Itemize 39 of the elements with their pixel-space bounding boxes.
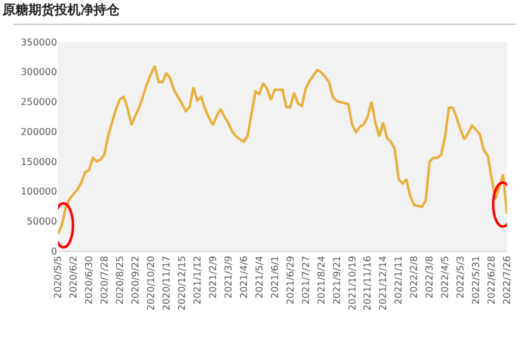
y-tick-label: 50000 — [26, 216, 57, 228]
y-tick-label: 300000 — [20, 67, 57, 78]
x-tick-label: 2020/11/17 — [161, 256, 172, 311]
x-tick-label: 2020/10/20 — [146, 256, 157, 311]
x-tick-label: 2021/2/9 — [208, 256, 219, 298]
x-tick-label: 2022/3/8 — [424, 256, 436, 298]
x-tick-label: 2022/7/26 — [502, 256, 514, 305]
chart-title: 原糖期货投机净持仓 — [2, 2, 121, 18]
x-tick-label: 2021/5/4 — [254, 256, 266, 298]
x-tick-label: 2021/6/1 — [270, 256, 281, 298]
x-tick-label: 2022/4/5 — [440, 256, 452, 298]
x-tick-label: 2020/12/15 — [176, 256, 188, 311]
x-tick-label: 2021/11/16 — [362, 256, 374, 311]
x-tick-label: 2022/6/28 — [486, 256, 498, 305]
y-tick-label: 250000 — [20, 97, 57, 108]
x-tick-label: 2022/1/11 — [394, 256, 405, 305]
x-tick-label: 2022/2/8 — [409, 256, 420, 298]
y-tick-label: 350000 — [20, 37, 57, 48]
x-tick-label: 2020/6/2 — [68, 256, 80, 298]
x-tick-label: 2021/8/24 — [316, 256, 328, 305]
y-tick-label: 150000 — [20, 156, 57, 168]
x-tick-label: 2020/8/25 — [115, 256, 126, 305]
x-tick-label: 2021/1/12 — [192, 256, 204, 305]
x-tick-label: 2020/5/5 — [53, 256, 64, 298]
x-tick-label: 2021/9/21 — [332, 256, 343, 305]
x-tick-label: 2021/6/29 — [285, 256, 296, 305]
x-tick-label: 2020/9/22 — [130, 256, 142, 305]
x-tick-label: 2020/6/30 — [84, 256, 96, 305]
x-tick-label: 2022/5/31 — [471, 256, 482, 305]
x-tick-label: 2021/7/27 — [300, 256, 312, 305]
x-tick-label: 2022/5/3 — [456, 256, 467, 298]
y-tick-label: 200000 — [20, 126, 57, 138]
x-tick-label: 2021/12/14 — [378, 256, 390, 311]
x-tick-label: 2021/10/19 — [347, 256, 358, 311]
x-tick-label: 2021/3/9 — [223, 256, 234, 298]
x-tick-label: 2020/7/28 — [100, 256, 111, 305]
y-tick-label: 100000 — [20, 186, 57, 198]
x-tick-label: 2021/4/6 — [238, 256, 250, 298]
y-tick-label: 0 — [50, 246, 57, 258]
